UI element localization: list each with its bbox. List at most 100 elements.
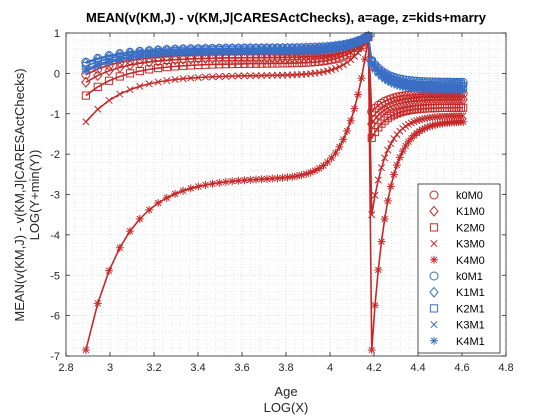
legend-label-K1M0: K1M0 xyxy=(456,206,485,218)
data-point-K4M0 xyxy=(273,174,282,183)
data-point-K4M0 xyxy=(268,174,277,183)
legend-marker-K1M0 xyxy=(429,205,439,217)
legend-marker-K4M1 xyxy=(430,336,438,345)
data-point-K4M0 xyxy=(201,180,210,189)
data-point-K4M0 xyxy=(418,125,427,134)
data-point-K4M1 xyxy=(360,34,369,43)
data-point-K3M0 xyxy=(343,58,351,67)
data-point-K4M1 xyxy=(398,83,407,92)
data-point-K4M1 xyxy=(297,47,306,56)
data-point-K4M0 xyxy=(93,299,102,308)
data-point-K2M0 xyxy=(115,72,124,81)
data-point-K3M0 xyxy=(263,71,271,80)
data-point-K4M1 xyxy=(395,82,404,91)
data-point-K4M0 xyxy=(288,172,297,181)
data-point-K2M0 xyxy=(288,59,297,68)
data-point-K4M0 xyxy=(81,345,90,354)
y-axis-label-secondary: LOG(Y+min(Y)) xyxy=(27,150,42,241)
data-point-K3M0 xyxy=(194,73,202,82)
data-point-K4M0 xyxy=(105,266,114,275)
data-point-K4M1 xyxy=(215,48,224,57)
y-tick-label: 0 xyxy=(54,68,60,80)
data-point-K4M1 xyxy=(251,48,260,57)
data-point-K4M1 xyxy=(240,48,249,57)
data-point-K2M0 xyxy=(154,63,163,73)
data-point-K4M0 xyxy=(162,193,171,202)
legend-label-K4M1: K4M1 xyxy=(456,336,485,348)
legend-item-K2M0: K2M0 xyxy=(429,222,485,234)
data-point-K4M0 xyxy=(428,121,437,130)
data-point-K4M0 xyxy=(420,124,429,133)
data-point-K4M1 xyxy=(135,52,144,61)
data-point-K4M0 xyxy=(293,171,302,180)
data-point-K1M0 xyxy=(104,65,114,77)
data-point-K3M0 xyxy=(387,140,395,148)
data-point-K3M0 xyxy=(374,176,382,184)
y-tick-label: -7 xyxy=(50,351,60,363)
data-point-k0M0 xyxy=(398,91,408,101)
data-point-K1M0 xyxy=(144,56,154,68)
data-point-K2M0 xyxy=(215,60,224,69)
legend-marker-K3M0 xyxy=(430,240,438,248)
data-point-K4M1 xyxy=(293,47,302,56)
data-point-K1M0 xyxy=(81,76,91,88)
data-point-K4M1 xyxy=(383,77,392,86)
data-point-K4M0 xyxy=(302,169,311,178)
data-point-K4M1 xyxy=(288,47,297,56)
data-point-K3M0 xyxy=(252,72,260,80)
data-point-K3M0 xyxy=(105,96,113,104)
data-point-K1M0 xyxy=(227,52,237,64)
data-point-K3M0 xyxy=(116,90,124,98)
data-point-K2M0 xyxy=(135,66,144,76)
data-point-K4M1 xyxy=(302,47,311,56)
data-point-K1M0 xyxy=(292,51,302,63)
legend-marker-k0M0 xyxy=(429,190,439,200)
data-point-K3M0 xyxy=(126,86,134,94)
data-point-K4M0 xyxy=(335,142,344,151)
x-tick-label: 3.2 xyxy=(146,362,161,374)
data-point-K4M1 xyxy=(353,38,362,47)
data-point-K3M0 xyxy=(208,73,217,81)
data-point-K3M0 xyxy=(390,135,398,143)
data-point-K4M1 xyxy=(357,36,366,45)
data-point-K1M0 xyxy=(207,52,218,64)
data-point-K1M0 xyxy=(135,57,145,69)
data-point-K3M0 xyxy=(215,72,223,81)
data-point-K2M0 xyxy=(170,62,180,71)
data-point-K4M1 xyxy=(228,48,237,57)
data-point-K4M0 xyxy=(395,153,404,162)
data-point-K4M0 xyxy=(283,173,292,182)
data-point-K4M0 xyxy=(297,171,306,180)
data-point-K4M0 xyxy=(246,175,255,184)
data-point-K4M1 xyxy=(364,32,373,41)
data-point-K2M0 xyxy=(262,59,272,68)
data-point-K4M0 xyxy=(431,120,440,129)
data-point-K4M0 xyxy=(401,141,410,150)
data-point-K4M0 xyxy=(360,55,369,64)
x-tick-label: 3 xyxy=(107,362,113,374)
data-point-K4M0 xyxy=(179,186,188,195)
data-point-K2M0 xyxy=(319,56,328,66)
data-point-K2M0 xyxy=(273,59,282,68)
y-tick-label: -1 xyxy=(50,109,60,121)
data-point-K3M0 xyxy=(381,154,389,162)
data-point-K2M0 xyxy=(315,57,324,66)
data-point-K4M1 xyxy=(386,79,395,88)
data-point-K4M1 xyxy=(343,42,352,51)
data-point-K2M0 xyxy=(292,58,302,68)
data-point-K4M0 xyxy=(374,265,383,274)
data-point-K4M0 xyxy=(367,345,376,354)
data-point-K4M1 xyxy=(105,58,114,67)
data-point-K1M0 xyxy=(193,53,203,65)
data-point-K4M0 xyxy=(331,148,340,157)
data-point-K4M1 xyxy=(339,43,348,52)
data-point-K4M0 xyxy=(278,173,287,182)
data-point-K4M1 xyxy=(283,47,292,56)
legend-label-k0M0: k0M0 xyxy=(456,190,483,202)
y-axis-label: MEAN(v(KM,J) - v(KM,J|CARESActChecks) xyxy=(12,68,27,321)
data-point-K4M1 xyxy=(331,45,340,54)
data-point-K4M0 xyxy=(386,182,395,191)
legend-item-k0M0: k0M0 xyxy=(429,190,483,202)
data-point-K1M0 xyxy=(186,53,196,65)
x-tick-label: 4 xyxy=(327,362,333,374)
